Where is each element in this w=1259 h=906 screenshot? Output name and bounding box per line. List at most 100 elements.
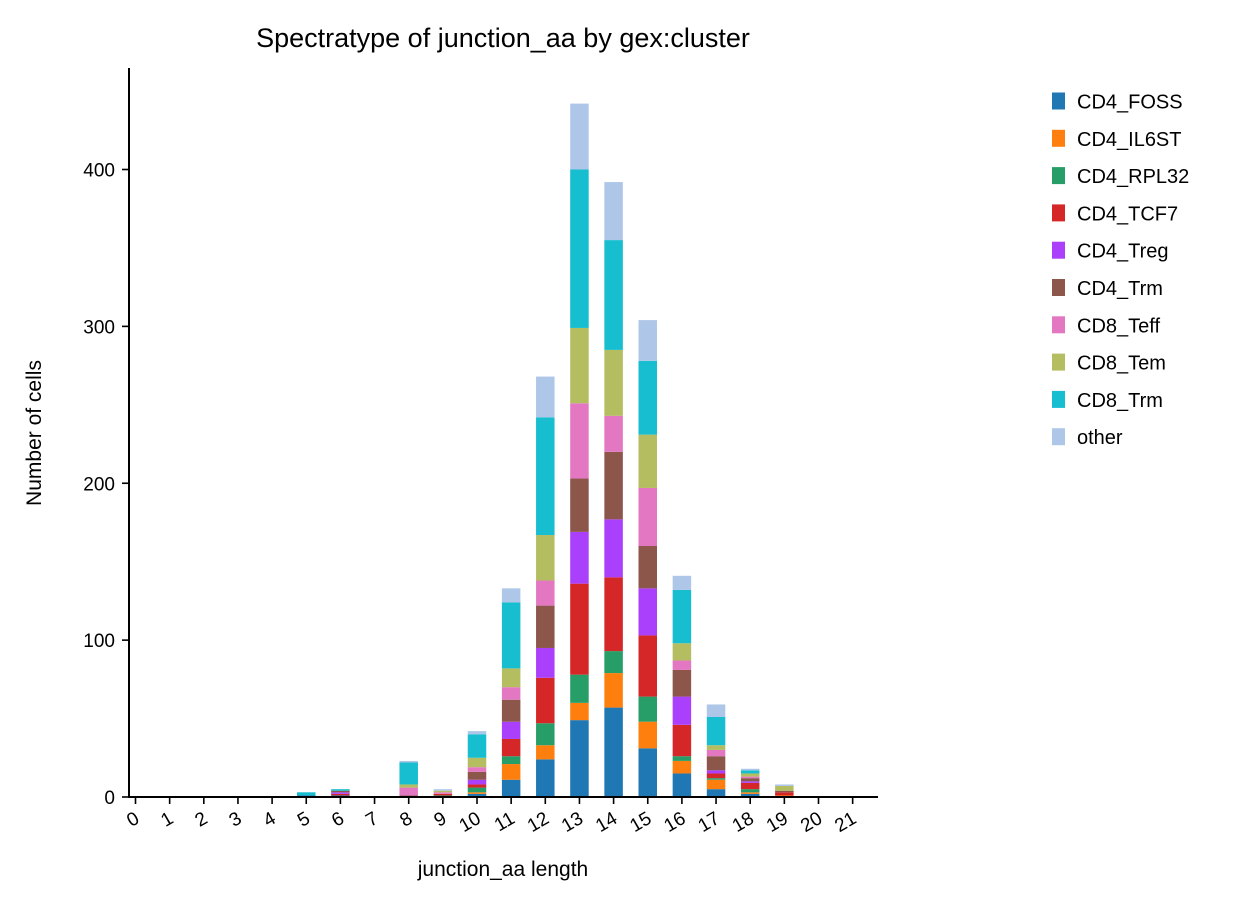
y-axis-label: Number of cells (23, 360, 46, 506)
bar-segment (604, 707, 623, 797)
bar-segment (570, 327, 589, 404)
x-tick-label: 4 (260, 808, 280, 832)
legend-swatch (1052, 92, 1065, 110)
bar-segment (536, 580, 555, 606)
bar-segment (672, 643, 692, 661)
bar-segment (570, 169, 589, 328)
bar-segment (331, 790, 350, 793)
x-axis: 0 1 2 3 4 5 6 7 8 9 10 11 12 13 14 15 16 17 18 19 20 21 (123, 796, 878, 837)
bar-segment (672, 669, 692, 697)
legend-swatch (1052, 428, 1065, 446)
plot-area (297, 103, 794, 797)
bar-segment (638, 748, 657, 797)
bar-segment (570, 720, 589, 797)
bar-segment (775, 786, 794, 791)
bar-segment (433, 789, 453, 791)
bar-segment (672, 696, 692, 725)
legend-label: other (1077, 427, 1123, 449)
bar-segment (604, 651, 623, 674)
x-tick-label: 11 (491, 808, 519, 836)
bar-segment (775, 790, 794, 793)
bar-segment (501, 588, 521, 603)
legend-swatch (1052, 353, 1065, 371)
bar-segment (740, 781, 760, 783)
bar-segment (570, 403, 589, 479)
legend-label: CD4_FOSS (1077, 92, 1183, 114)
bar-segment (501, 779, 521, 797)
legend-label: CD4_Trm (1077, 278, 1163, 300)
x-tick-label: 0 (123, 808, 143, 831)
x-tick-label: 3 (226, 808, 246, 831)
bar-segment (501, 687, 521, 700)
x-tick-label: 20 (797, 808, 826, 837)
bar-segment (536, 677, 555, 724)
bar-segment (501, 602, 521, 669)
y-tick-label: 300 (83, 317, 115, 338)
legend-label: CD8_Tem (1077, 353, 1166, 375)
bar-segment (740, 793, 760, 797)
bar-segment (638, 487, 657, 546)
bar-segment (672, 575, 692, 590)
bar-segment (706, 716, 726, 746)
bar-segment (501, 699, 521, 722)
bar-segment (706, 779, 726, 790)
bar-segment (467, 757, 487, 768)
bar-segment (467, 734, 487, 758)
bar-segment (570, 531, 589, 584)
legend-label: CD4_Treg (1077, 241, 1169, 263)
bar-segment (740, 773, 760, 777)
legend-swatch (1052, 129, 1065, 147)
bar-segment (740, 789, 760, 793)
bar-segment (467, 793, 487, 797)
bar-segment (501, 756, 521, 765)
bar-segment (536, 759, 555, 797)
bar-segment (740, 776, 760, 779)
x-tick-label: 5 (294, 808, 314, 831)
bar-segment (775, 792, 794, 796)
bar-segment (536, 647, 555, 678)
bar-segment (638, 635, 657, 697)
bar-segment (775, 784, 794, 787)
bar-segment (570, 674, 589, 703)
chart-title: Spectratype of junction_aa by gex:cluste… (256, 23, 750, 53)
bar-segment (604, 451, 623, 520)
bar-segment (706, 756, 726, 771)
x-tick-label: 10 (456, 808, 485, 837)
bar-segment (570, 103, 589, 170)
bar-segment (740, 778, 760, 782)
x-tick-label: 1 (157, 808, 177, 831)
bar-segment (467, 731, 487, 735)
legend-label: CD4_IL6ST (1077, 129, 1182, 151)
bar-segment (604, 415, 623, 452)
bar-segment (672, 724, 692, 757)
bar-segment (297, 792, 316, 796)
bar-segment (672, 760, 692, 774)
bar-segment (706, 770, 726, 774)
bar-segment (501, 764, 521, 780)
x-tick-label: 21 (831, 808, 860, 837)
bar-segment (740, 782, 760, 790)
x-tick-label: 2 (192, 808, 212, 831)
bar-segment (536, 723, 555, 746)
bar-segment (399, 760, 418, 763)
legend-label: CD8_Teff (1077, 315, 1160, 337)
bar-segment (638, 696, 657, 722)
legend-label: CD4_RPL32 (1077, 166, 1189, 188)
bar-segment (638, 546, 657, 589)
x-tick-label: 17 (695, 808, 724, 837)
y-tick-label: 100 (83, 631, 115, 652)
bar-segment (706, 704, 726, 717)
bar-segment (604, 673, 623, 708)
x-tick-label: 9 (431, 808, 451, 831)
bar-segment (740, 768, 760, 771)
bar-segment (672, 589, 692, 644)
bar-segment (604, 519, 623, 578)
bar-segment (604, 182, 623, 241)
bar-segment (467, 787, 487, 793)
bar-segment (706, 789, 726, 797)
bar-segment (740, 770, 760, 774)
bar-segment (536, 535, 555, 581)
bar-segment (501, 668, 521, 688)
x-tick-label: 16 (661, 808, 690, 837)
bar-segment (399, 787, 418, 796)
